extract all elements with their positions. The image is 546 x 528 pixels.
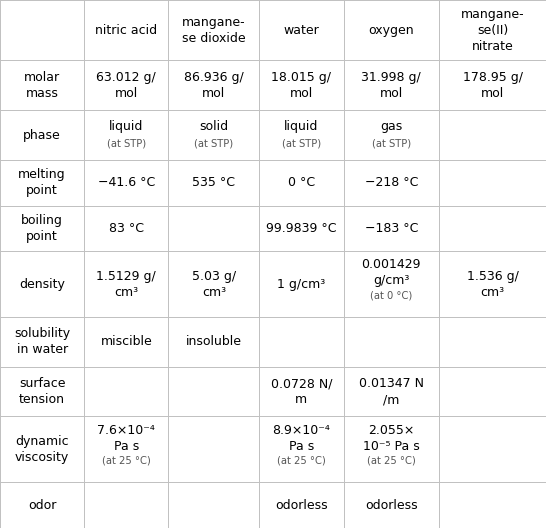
Text: 31.998 g/
mol: 31.998 g/ mol	[361, 71, 421, 100]
Text: boiling
point: boiling point	[21, 214, 63, 243]
Text: solubility
in water: solubility in water	[14, 327, 70, 356]
Text: (at STP): (at STP)	[282, 138, 321, 148]
Text: molar
mass: molar mass	[24, 71, 60, 100]
Text: 63.012 g/
mol: 63.012 g/ mol	[97, 71, 156, 100]
Text: −41.6 °C: −41.6 °C	[98, 176, 155, 189]
Text: odor: odor	[28, 498, 56, 512]
Text: 535 °C: 535 °C	[192, 176, 235, 189]
Text: 83 °C: 83 °C	[109, 222, 144, 235]
Text: dynamic
viscosity: dynamic viscosity	[15, 435, 69, 464]
Text: miscible: miscible	[100, 335, 152, 348]
Text: density: density	[19, 278, 65, 290]
Text: melting
point: melting point	[18, 168, 66, 197]
Text: (at 0 °C): (at 0 °C)	[370, 290, 412, 300]
Text: surface
tension: surface tension	[19, 377, 66, 406]
Text: liquid: liquid	[284, 120, 319, 133]
Text: phase: phase	[23, 128, 61, 142]
Text: odorless: odorless	[365, 498, 418, 512]
Text: 2.055×
10⁻⁵ Pa s: 2.055× 10⁻⁵ Pa s	[363, 423, 420, 452]
Text: (at 25 °C): (at 25 °C)	[367, 456, 416, 466]
Text: nitric acid: nitric acid	[95, 24, 157, 37]
Text: mangane-
se(II)
nitrate: mangane- se(II) nitrate	[461, 8, 524, 53]
Text: 0.0728 N/
m: 0.0728 N/ m	[271, 377, 332, 406]
Text: 99.9839 °C: 99.9839 °C	[266, 222, 337, 235]
Text: insoluble: insoluble	[186, 335, 242, 348]
Text: 0.001429
g/cm³: 0.001429 g/cm³	[361, 259, 421, 287]
Text: 18.015 g/
mol: 18.015 g/ mol	[271, 71, 331, 100]
Text: (at STP): (at STP)	[194, 138, 233, 148]
Text: oxygen: oxygen	[369, 24, 414, 37]
Text: water: water	[283, 24, 319, 37]
Text: odorless: odorless	[275, 498, 328, 512]
Text: (at STP): (at STP)	[372, 138, 411, 148]
Text: liquid: liquid	[109, 120, 144, 133]
Text: 8.9×10⁻⁴
Pa s: 8.9×10⁻⁴ Pa s	[272, 423, 330, 452]
Text: (at 25 °C): (at 25 °C)	[102, 456, 151, 466]
Text: 0 °C: 0 °C	[288, 176, 315, 189]
Text: −218 °C: −218 °C	[365, 176, 418, 189]
Text: gas: gas	[380, 120, 402, 133]
Text: 7.6×10⁻⁴
Pa s: 7.6×10⁻⁴ Pa s	[97, 423, 155, 452]
Text: 1.5129 g/
cm³: 1.5129 g/ cm³	[97, 270, 156, 299]
Text: 0.01347 N
/m: 0.01347 N /m	[359, 377, 424, 406]
Text: 178.95 g/
mol: 178.95 g/ mol	[462, 71, 523, 100]
Text: 1 g/cm³: 1 g/cm³	[277, 278, 325, 290]
Text: 1.536 g/
cm³: 1.536 g/ cm³	[467, 270, 519, 299]
Text: mangane-
se dioxide: mangane- se dioxide	[182, 16, 246, 45]
Text: (at 25 °C): (at 25 °C)	[277, 456, 326, 466]
Text: solid: solid	[199, 120, 228, 133]
Text: 86.936 g/
mol: 86.936 g/ mol	[184, 71, 244, 100]
Text: (at STP): (at STP)	[106, 138, 146, 148]
Text: −183 °C: −183 °C	[365, 222, 418, 235]
Text: 5.03 g/
cm³: 5.03 g/ cm³	[192, 270, 236, 299]
